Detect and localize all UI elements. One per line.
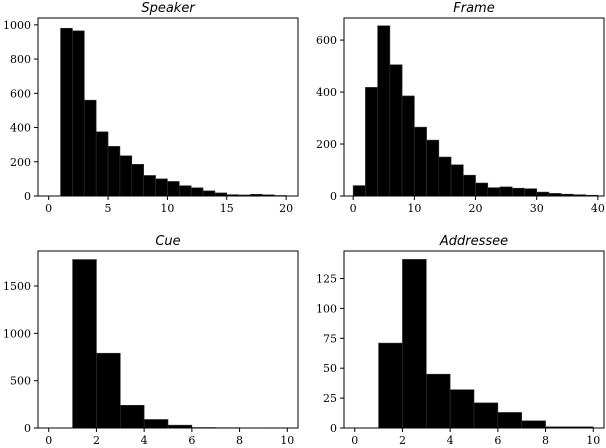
histogram-bar-5 — [414, 126, 427, 197]
y-tick-label: 75 — [323, 332, 337, 345]
histogram-bar-4 — [401, 95, 415, 197]
histogram-bar-4 — [107, 146, 121, 197]
histogram-bar-4 — [473, 402, 499, 429]
y-tick-label: 1000 — [3, 19, 31, 32]
y-tick-label: 600 — [10, 87, 31, 100]
histogram-bar-9 — [167, 181, 180, 197]
y-tick-label: 0 — [24, 422, 31, 435]
histogram-bar-6 — [521, 420, 546, 429]
histogram-cue: Cue 0 2 4 6 8 10 0 500 1000 1500 — [3, 234, 299, 447]
y-tick-label: 50 — [323, 362, 337, 375]
histogram-bar-12 — [499, 186, 513, 197]
histogram-bar-0 — [60, 27, 73, 197]
y-tick-label: 1500 — [3, 280, 31, 293]
x-tick-label: 2 — [399, 434, 406, 447]
x-tick-label: 0 — [351, 434, 358, 447]
histogram-bar-12 — [202, 190, 216, 197]
histogram-bar-8 — [450, 164, 464, 197]
x-tick-label: 8 — [236, 434, 243, 447]
histogram-bar-10 — [178, 185, 192, 197]
y-tick-label: 200 — [10, 156, 31, 169]
histogram-bar-3 — [143, 419, 169, 429]
histogram-bar-11 — [487, 187, 501, 197]
histogram-bar-0 — [378, 342, 403, 429]
x-tick-label: 15 — [220, 202, 234, 215]
x-tick-label: 10 — [280, 434, 294, 447]
x-tick-label: 4 — [447, 434, 454, 447]
histogram-bar-0 — [352, 185, 366, 197]
chart-title: Cue — [155, 234, 180, 249]
x-tick-label: 0 — [45, 434, 52, 447]
histogram-bar-3 — [449, 389, 475, 429]
y-tick-label: 400 — [10, 122, 31, 135]
histogram-bar-14 — [524, 188, 538, 197]
histogram-bar-5 — [119, 155, 133, 197]
histogram-bar-8 — [155, 178, 168, 197]
histogram-bar-2 — [119, 404, 145, 429]
y-tick-label: 125 — [316, 273, 337, 286]
x-tick-label: 20 — [279, 202, 293, 215]
histogram-bar-3 — [389, 64, 403, 197]
histogram-bar-5 — [497, 412, 523, 429]
y-tick-label: 800 — [10, 53, 31, 66]
chart-title: Addressee — [439, 234, 508, 249]
histogram-bar-6 — [131, 164, 144, 197]
x-tick-label: 4 — [141, 434, 148, 447]
x-tick-label: 2 — [93, 434, 100, 447]
histogram-bar-6 — [426, 139, 440, 197]
histogram-bar-7 — [438, 156, 452, 197]
histogram-bar-13 — [511, 187, 525, 197]
histogram-bar-11 — [190, 187, 204, 197]
histogram-bar-2 — [84, 99, 97, 197]
x-tick-label: 10 — [407, 202, 421, 215]
histogram-bar-7 — [143, 175, 156, 197]
x-tick-label: 6 — [188, 434, 195, 447]
x-tick-label: 0 — [45, 202, 52, 215]
y-tick-label: 0 — [24, 190, 31, 203]
histogram-bar-10 — [475, 182, 489, 197]
x-tick-label: 6 — [494, 434, 501, 447]
histogram-bar-9 — [462, 174, 476, 197]
x-tick-label: 40 — [591, 202, 605, 215]
axes-frame — [343, 250, 605, 429]
y-tick-label: 500 — [10, 375, 31, 388]
x-tick-label: 20 — [469, 202, 483, 215]
histogram-bar-1 — [72, 30, 85, 197]
chart-title: Frame — [453, 1, 494, 16]
y-tick-label: 400 — [316, 86, 337, 99]
histogram-bar-2 — [377, 25, 391, 197]
axes-frame — [37, 17, 299, 197]
x-tick-label: 10 — [160, 202, 174, 215]
histogram-bar-3 — [95, 131, 109, 197]
x-tick-label: 30 — [530, 202, 544, 215]
histogram-bar-1 — [365, 87, 378, 197]
x-tick-label: 8 — [542, 434, 549, 447]
x-tick-label: 0 — [350, 202, 357, 215]
y-tick-label: 25 — [323, 392, 337, 405]
y-tick-label: 100 — [316, 302, 337, 315]
histogram-bar-0 — [72, 259, 97, 429]
histogram-bar-1 — [402, 259, 427, 429]
y-tick-label: 600 — [316, 34, 337, 47]
y-tick-label: 1000 — [3, 327, 31, 340]
histogram-bar-2 — [425, 373, 451, 429]
x-tick-label: 5 — [105, 202, 112, 215]
y-tick-label: 0 — [330, 422, 337, 435]
chart-title: Speaker — [141, 1, 196, 16]
axes-frame — [343, 17, 605, 197]
histogram-bar-15 — [536, 191, 550, 197]
axes-frame — [37, 250, 299, 429]
y-tick-label: 0 — [330, 190, 337, 203]
y-tick-label: 200 — [316, 138, 337, 151]
x-tick-label: 10 — [586, 434, 600, 447]
histogram-bar-1 — [96, 352, 121, 429]
